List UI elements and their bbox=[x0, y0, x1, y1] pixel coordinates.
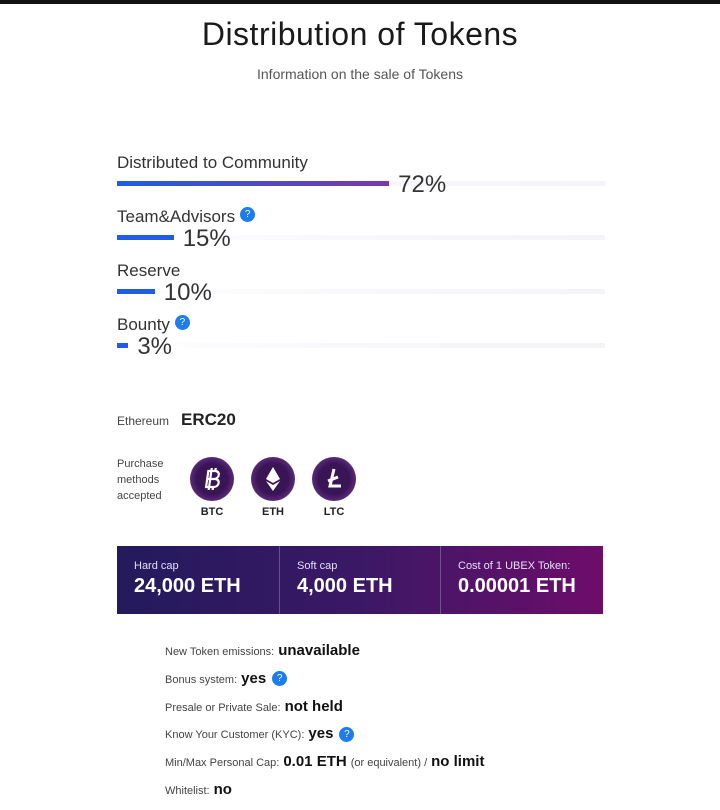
top-border bbox=[0, 0, 720, 4]
detail-label: Know Your Customer (KYC): bbox=[165, 729, 305, 742]
bar-track bbox=[117, 289, 605, 294]
purchase-label: Purchase methods accepted bbox=[117, 458, 164, 502]
detail-row: New Token emissions: unavailable bbox=[165, 640, 360, 662]
help-icon[interactable]: ? bbox=[272, 671, 288, 687]
bar bbox=[117, 235, 174, 240]
cap-value: 4,000 ETH bbox=[297, 575, 393, 597]
ltc-glyph bbox=[327, 468, 341, 488]
detail-label: Min/Max Personal Cap: bbox=[165, 757, 280, 770]
bar bbox=[117, 343, 129, 348]
eth-glyph-top bbox=[266, 467, 280, 483]
detail-label: New Token emissions: bbox=[165, 646, 275, 658]
method-label: LTC bbox=[323, 506, 345, 518]
detail-label: Presale or Private Sale: bbox=[165, 701, 281, 714]
detail-value: no limit bbox=[431, 753, 485, 771]
value-label: 10% bbox=[163, 279, 212, 306]
detail-row: Min/Max Personal Cap: 0.01 ETH (or equival… bbox=[165, 751, 484, 773]
cap-cell: Cost of 1 UBEX Token: 0.00001 ETH bbox=[440, 546, 604, 614]
method-label: BTC bbox=[200, 506, 224, 518]
subtitle: Information on the sale of Tokens bbox=[257, 66, 463, 82]
eth-glyph-bottom bbox=[266, 481, 280, 491]
title: Distribution of Tokens bbox=[201, 16, 519, 52]
platform-value: ERC20 bbox=[181, 410, 236, 429]
cap-cell: Hard cap 24,000 ETH bbox=[117, 546, 279, 614]
bar bbox=[117, 289, 155, 294]
category-label: Bounty? bbox=[117, 315, 190, 335]
detail-row: Know Your Customer (KYC): yes? bbox=[165, 723, 355, 745]
value-label: 15% bbox=[182, 225, 231, 252]
caps-box: Hard cap 24,000 ETH Soft cap 4,000 ETH Cost … bbox=[117, 546, 603, 614]
bar bbox=[117, 181, 390, 186]
detail-label: Whitelist: bbox=[165, 785, 210, 797]
detail-value: unavailable bbox=[278, 642, 360, 659]
detail-value: no bbox=[213, 781, 232, 798]
cap-cell: Soft cap 4,000 ETH bbox=[279, 546, 441, 614]
help-icon[interactable]: ? bbox=[240, 207, 256, 222]
cap-label: Hard cap bbox=[134, 560, 179, 572]
help-icon[interactable]: ? bbox=[174, 315, 190, 330]
cap-value: 24,000 ETH bbox=[134, 575, 241, 597]
cap-label: Soft cap bbox=[297, 560, 338, 572]
value-label: 3% bbox=[137, 333, 173, 360]
detail-label: Bonus system: bbox=[165, 673, 238, 686]
detail-note: (or equivalent) / bbox=[350, 757, 428, 770]
detail-row: Presale or Private Sale: not held bbox=[165, 696, 343, 718]
category-label: Reserve bbox=[117, 261, 181, 280]
cap-value: 0.00001 ETH bbox=[458, 575, 576, 597]
detail-value: yes bbox=[308, 725, 334, 743]
detail-row: Bonus system: yes? bbox=[165, 668, 288, 690]
help-icon[interactable]: ? bbox=[339, 726, 355, 742]
coin-icons bbox=[190, 457, 356, 501]
method-label: ETH bbox=[262, 506, 284, 518]
value-label: 72% bbox=[398, 171, 447, 198]
detail-value: 0.01 ETH bbox=[283, 753, 347, 771]
btc-glyph bbox=[204, 468, 220, 490]
cap-label: Cost of 1 UBEX Token: bbox=[458, 560, 571, 572]
detail-value: not held bbox=[284, 697, 343, 715]
bar-track bbox=[117, 235, 605, 240]
platform-label: Ethereum bbox=[117, 414, 170, 428]
bar-track bbox=[117, 343, 605, 348]
category-label: Distributed to Community bbox=[117, 153, 308, 172]
detail-row: Whitelist: no bbox=[165, 779, 232, 801]
category-label: Team&Advisors? bbox=[117, 207, 256, 227]
detail-value: yes bbox=[241, 669, 267, 687]
